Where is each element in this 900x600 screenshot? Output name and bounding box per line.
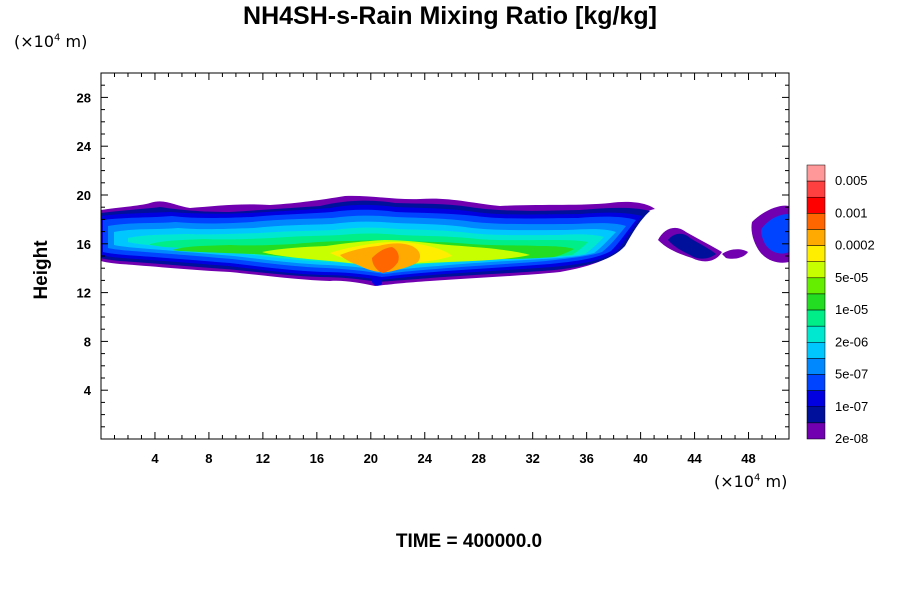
colorbar-swatch [806, 180, 826, 198]
colorbar-swatch [806, 196, 826, 214]
colorbar-swatch [806, 325, 826, 343]
colorbar-label: 2e-06 [835, 334, 868, 349]
x-axis: 4 8 12 16 20 24 28 32 36 40 44 48 [113, 73, 777, 466]
x-tick-label: 40 [633, 451, 647, 466]
colorbar-swatch [806, 277, 826, 295]
x-tick-label: 44 [687, 451, 702, 466]
x-tick-label: 8 [205, 451, 212, 466]
chart-title: NH4SH-s-Rain Mixing Ratio [kg/kg] [243, 2, 657, 30]
x-axis-unit: (×104 m) [714, 472, 788, 491]
colorbar-swatch [806, 342, 826, 359]
x-tick-label: 28 [471, 451, 485, 466]
colorbar-label: 1e-05 [835, 302, 868, 317]
y-tick-label: 12 [77, 286, 91, 301]
x-tick-label: 4 [151, 451, 159, 466]
x-tick-label: 20 [364, 451, 378, 466]
x-tick-label: 12 [256, 451, 270, 466]
y-tick-label: 28 [77, 90, 91, 105]
colorbar-label: 5e-07 [835, 367, 868, 382]
colorbar-label: 0.001 [835, 205, 868, 220]
y-tick-label: 4 [84, 383, 92, 398]
colorbar-swatch [806, 293, 826, 311]
colorbar-label: 5e-05 [835, 270, 868, 285]
y-tick-label: 8 [84, 334, 91, 349]
y-tick-label: 24 [77, 139, 92, 154]
x-tick-label: 32 [525, 451, 539, 466]
contour-field [101, 195, 789, 286]
colorbar-swatch [806, 390, 826, 408]
colorbar-swatch [806, 213, 826, 230]
colorbar-label: 0.0002 [835, 238, 875, 253]
colorbar-swatch [806, 374, 826, 391]
contour-0.001 [372, 247, 399, 273]
colorbar-swatch [806, 406, 826, 424]
colorbar-label: 0.005 [835, 173, 868, 188]
x-tick-label: 36 [579, 451, 593, 466]
colorbar: 0.005 0.001 0.0002 5e-05 1e-05 2e-06 5e-07 1e-0… [806, 164, 875, 446]
colorbar-label: 2e-08 [835, 431, 868, 446]
colorbar-swatch [806, 309, 826, 327]
y-tick-label: 16 [77, 237, 91, 252]
colorbar-swatch [806, 245, 826, 262]
y-tick-label: 20 [77, 188, 91, 203]
y-axis-unit: (×104 m) [14, 32, 88, 51]
colorbar-swatch [806, 229, 826, 246]
colorbar-swatch [806, 358, 826, 375]
y-axis: 4 8 12 16 20 24 28 [77, 84, 789, 428]
colorbar-swatch [806, 164, 826, 182]
x-tick-label: 48 [741, 451, 755, 466]
cell-west-tail [372, 277, 382, 286]
cell-east-e [722, 249, 748, 259]
time-label: TIME = 400000.0 [395, 531, 543, 552]
colorbar-swatch [806, 422, 826, 440]
colorbar-swatch [806, 261, 826, 279]
x-tick-label: 24 [418, 451, 433, 466]
x-tick-label: 16 [310, 451, 324, 466]
cell-east-b [668, 233, 716, 259]
colorbar-label: 1e-07 [835, 399, 868, 414]
